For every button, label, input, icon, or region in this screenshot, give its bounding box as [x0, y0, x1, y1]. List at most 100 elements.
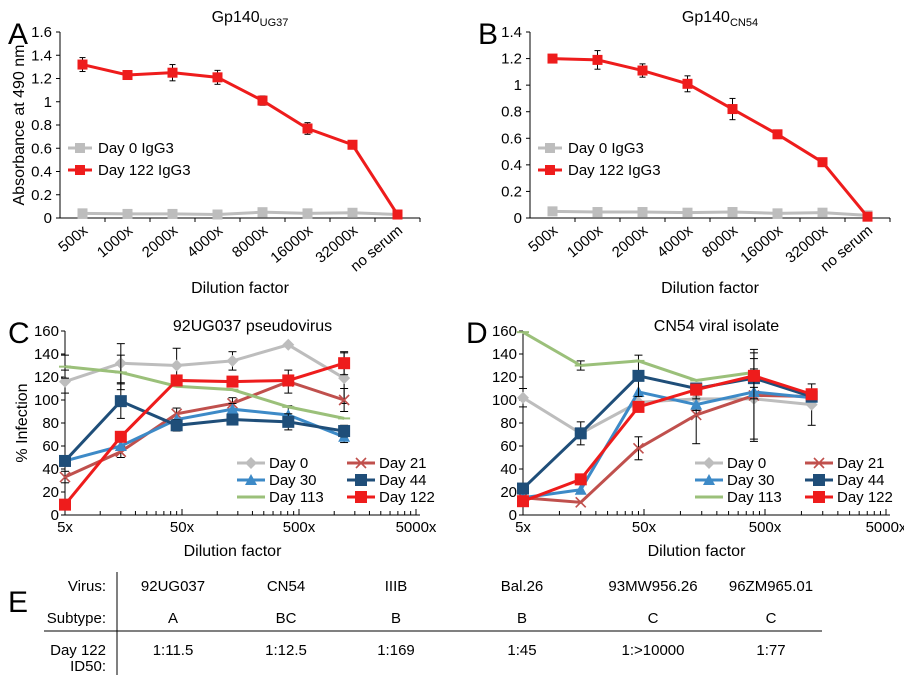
y-tick-label: 160: [34, 323, 59, 340]
data-point: [772, 208, 783, 219]
legend-marker: [545, 143, 555, 153]
square-marker: [813, 491, 825, 503]
series-line: [82, 63, 399, 216]
y-tick-label: 40: [42, 461, 59, 478]
y-tick-label: 0: [509, 507, 517, 524]
y-tick-label: 0.2: [31, 187, 52, 204]
y-tick-label: 1.4: [501, 24, 522, 41]
y-tick-label: 80: [42, 415, 59, 432]
legend-label: Day 0 IgG3: [98, 140, 174, 157]
x-marker: [575, 496, 587, 508]
data-point: [257, 95, 268, 106]
data-point: [682, 78, 693, 89]
y-tick-label: 120: [492, 369, 517, 386]
square-marker: [338, 425, 351, 438]
virus-cell: 93MW956.26: [608, 578, 697, 595]
title-subscript: CN54: [730, 17, 758, 29]
virus-cell: 96ZM965.01: [729, 578, 813, 595]
series-line: [63, 399, 345, 462]
virus-cell: Bal.26: [501, 578, 544, 595]
panel-A: 0 0.2 0.4 0.6 0.8 1 1.2 1.4 1.6 500x 1000x 2000x 400…: [11, 9, 421, 297]
diamond-marker: [517, 391, 529, 404]
x-tick-label: 5000x: [396, 519, 437, 536]
y-tick-label: 0: [51, 507, 59, 524]
series-line: [63, 361, 345, 506]
data-point: [547, 53, 558, 64]
y-tick-label: 100: [492, 392, 517, 409]
series-line: [522, 393, 812, 504]
y-axis-label: % Infection: [14, 383, 31, 462]
data-point: [167, 208, 178, 219]
x-axis-label: Dilution factor: [191, 280, 289, 297]
data-point: [592, 54, 603, 65]
square-marker: [338, 357, 351, 370]
series-line: [64, 380, 345, 479]
data-point: [592, 207, 603, 218]
x-tick-label: 500x: [55, 222, 91, 256]
y-tick-label: 0.4: [501, 157, 522, 174]
data-point: [77, 208, 88, 219]
legend-label: Day 0 IgG3: [568, 140, 644, 157]
x-tick-label: 4000x: [184, 222, 227, 262]
square-marker: [632, 369, 645, 382]
chart-title: CN54 viral isolate: [654, 318, 779, 335]
legend-marker: [75, 165, 85, 175]
subtype-cell: B: [517, 610, 527, 627]
legend-label: Day 0: [727, 455, 766, 472]
panel-B: 0 0.2 0.4 0.6 0.8 1 1.2 1.4 500x 1000x 2000x 4000x 8…: [501, 9, 891, 297]
legend-marker: [545, 165, 555, 175]
series-line: [521, 374, 813, 490]
legend-label: Day 113: [727, 489, 782, 506]
x-tick-label: 5000x: [866, 519, 904, 536]
x-tick-label: 50x: [170, 519, 195, 536]
series-day-122: [517, 352, 818, 508]
y-tick-label: 0.6: [31, 140, 52, 157]
data-point: [637, 65, 648, 76]
legend: Day 0 Day 21 Day 30 Day 44 Day 113 Day 122: [695, 455, 893, 506]
square-marker: [282, 374, 295, 387]
square-marker: [59, 498, 71, 511]
virus-cell: IIIB: [385, 578, 408, 595]
data-point: [347, 207, 358, 218]
subtype-cell: B: [391, 610, 401, 627]
triangle-marker: [690, 398, 703, 410]
data-point: [637, 207, 648, 218]
diamond-marker: [226, 354, 239, 367]
data-point: [167, 67, 178, 78]
data-point: [212, 209, 223, 220]
series-line: [64, 343, 345, 384]
x-marker: [632, 442, 645, 454]
y-tick-label: 80: [500, 415, 517, 432]
data-point: [122, 70, 133, 81]
subtype-cell: BC: [276, 610, 297, 627]
y-tick-label: 1: [44, 94, 52, 111]
id50-cell: 1:>10000: [622, 642, 685, 659]
x-marker: [59, 471, 71, 483]
y-tick-label: 1.2: [31, 71, 52, 88]
y-tick-label: 1.4: [31, 47, 52, 64]
y-tick-label: 140: [492, 346, 517, 363]
x-axis-label: Dilution factor: [184, 543, 282, 560]
panel-C: 0 20 40 60 80 100 120 140 160 5x 50x 500x 5000x Dilut…: [14, 318, 437, 560]
series-day-0-igg3: [547, 206, 873, 221]
x-tick-label: 4000x: [654, 222, 697, 262]
x-tick-label: 1000x: [564, 222, 607, 262]
y-tick-label: 20: [500, 484, 517, 501]
triangle-marker: [574, 483, 587, 495]
panel-label-a: A: [8, 18, 28, 51]
y-tick-label: 60: [42, 438, 59, 455]
x-tick-label: 8000x: [229, 222, 272, 262]
data-point: [392, 209, 403, 220]
row-label: Day 122: [50, 642, 106, 659]
diamond-marker: [703, 457, 715, 469]
legend-label: Day 44: [379, 472, 427, 489]
triangle-marker: [703, 474, 715, 485]
chart-title: Gp140CN54: [682, 9, 758, 29]
series-day-122-igg3: [547, 50, 873, 222]
legend-label: Day 21: [837, 455, 885, 472]
panel-label-d: D: [466, 317, 488, 350]
diamond-marker: [170, 359, 183, 372]
x-tick-label: 50x: [632, 519, 657, 536]
series-line: [82, 210, 398, 217]
id50-cell: 1:45: [507, 642, 536, 659]
